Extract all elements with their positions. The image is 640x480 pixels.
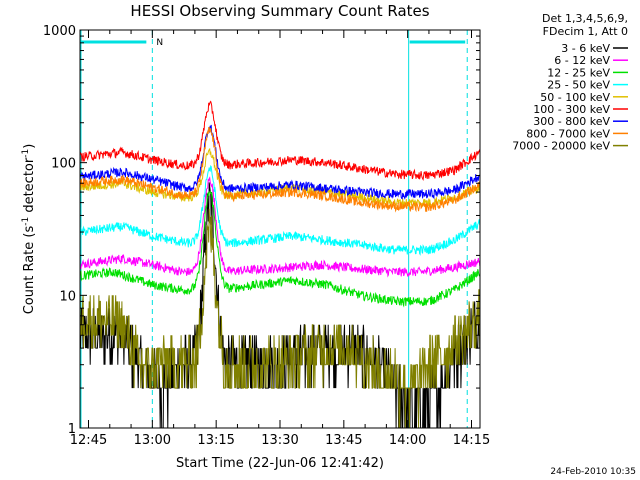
x-tick-label-3: 13:30 bbox=[261, 433, 298, 448]
legend-header-0: Det 1,3,4,5,6,9, bbox=[542, 12, 628, 25]
series-line-3 bbox=[79, 165, 481, 256]
legend-label-6: 300 - 800 keV bbox=[533, 115, 610, 128]
plot-area: N bbox=[79, 30, 481, 429]
legend-label-4: 50 - 100 keV bbox=[540, 91, 610, 104]
x-axis-ticks: 12:45 13:00 13:15 13:30 13:45 14:00 14:15 bbox=[70, 30, 490, 448]
legend-label-0: 3 - 6 keV bbox=[561, 42, 610, 55]
y-tick-label-0: 1 bbox=[68, 422, 76, 437]
series-line-6 bbox=[79, 124, 481, 200]
legend-label-5: 100 - 300 keV bbox=[533, 103, 610, 116]
series-line-8 bbox=[79, 208, 481, 429]
legend-label-7: 800 - 7000 keV bbox=[526, 127, 610, 140]
y-tick-label-3: 1000 bbox=[43, 24, 76, 39]
y-tick-label-2: 100 bbox=[51, 157, 76, 172]
legend: Det 1,3,4,5,6,9,FDecim 1, Att 0 3 - 6 keV… bbox=[512, 12, 628, 153]
legend-label-1: 6 - 12 keV bbox=[554, 54, 610, 67]
legend-label-2: 12 - 25 keV bbox=[547, 66, 610, 79]
x-tick-label-6: 14:15 bbox=[453, 433, 490, 448]
x-axis-label: Start Time (22-Jun-06 12:41:42) bbox=[176, 456, 384, 471]
x-tick-label-0: 12:45 bbox=[70, 433, 107, 448]
x-tick-label-4: 13:45 bbox=[325, 433, 362, 448]
x-tick-label-2: 13:15 bbox=[197, 433, 234, 448]
legend-header-1: FDecim 1, Att 0 bbox=[543, 25, 628, 38]
chart-title: HESSI Observing Summary Count Rates bbox=[130, 2, 429, 20]
series-line-1 bbox=[79, 176, 481, 278]
series-line-5 bbox=[79, 100, 481, 182]
x-tick-label-1: 13:00 bbox=[134, 433, 171, 448]
x-tick-label-5: 14:00 bbox=[389, 433, 426, 448]
series-line-7 bbox=[79, 126, 481, 213]
series-line-2 bbox=[79, 190, 480, 308]
series-line-4 bbox=[79, 147, 481, 208]
series-line-0 bbox=[79, 182, 481, 429]
legend-label-8: 7000 - 20000 keV bbox=[512, 140, 610, 153]
y-axis-label: Count Rate (s-1 detector-1) bbox=[21, 144, 37, 315]
footer-date: 24-Feb-2010 10:35 bbox=[550, 467, 636, 477]
y-axis-ticks: 1 10 100 1000 bbox=[43, 24, 480, 437]
y-tick-label-1: 10 bbox=[59, 289, 76, 304]
night-flag-label: N bbox=[156, 38, 163, 48]
legend-label-3: 25 - 50 keV bbox=[547, 79, 610, 92]
